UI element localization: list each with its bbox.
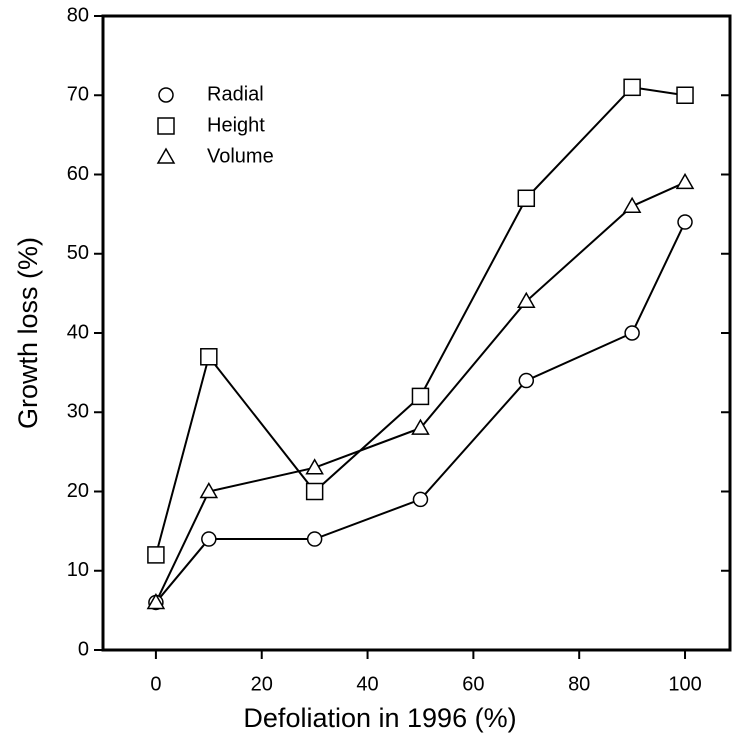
marker	[411, 387, 430, 406]
legend-label: Height	[207, 114, 265, 136]
marker	[676, 86, 694, 104]
y-tick-label: 0	[78, 638, 89, 660]
marker	[199, 481, 219, 499]
x-tick-label: 80	[568, 673, 590, 695]
x-axis-label: Defoliation in 1996 (%)	[243, 703, 516, 733]
marker	[622, 196, 642, 213]
y-tick-label: 80	[67, 4, 89, 26]
marker	[200, 348, 218, 366]
marker	[623, 78, 641, 97]
y-tick-label: 60	[67, 163, 89, 185]
marker	[146, 592, 166, 610]
marker	[412, 491, 429, 508]
series-line	[155, 221, 686, 604]
y-tick-label: 40	[67, 321, 89, 343]
y-tick-label: 10	[67, 559, 89, 581]
marker	[677, 214, 693, 230]
marker	[411, 418, 430, 435]
x-tick-label: 40	[356, 673, 378, 695]
y-tick-label: 30	[67, 401, 89, 423]
marker	[518, 372, 535, 389]
marker	[158, 87, 174, 103]
marker	[147, 546, 165, 564]
marker	[156, 147, 176, 164]
x-tick-label: 100	[668, 673, 701, 695]
marker	[305, 458, 324, 475]
marker	[516, 291, 536, 309]
marker	[157, 117, 175, 135]
y-tick-label: 70	[67, 84, 89, 106]
marker	[624, 325, 640, 341]
y-axis-label: Growth loss (%)	[13, 237, 43, 429]
legend-label: Radial	[207, 83, 264, 105]
marker	[517, 189, 536, 208]
legend-label: Volume	[207, 145, 274, 167]
x-tick-label: 0	[150, 673, 161, 695]
marker	[675, 172, 695, 190]
y-tick-label: 50	[67, 242, 89, 264]
y-tick-label: 20	[67, 480, 89, 502]
x-tick-label: 20	[251, 673, 273, 695]
x-tick-label: 60	[462, 673, 484, 695]
marker	[306, 531, 323, 547]
marker	[201, 531, 217, 547]
marker	[305, 482, 324, 501]
